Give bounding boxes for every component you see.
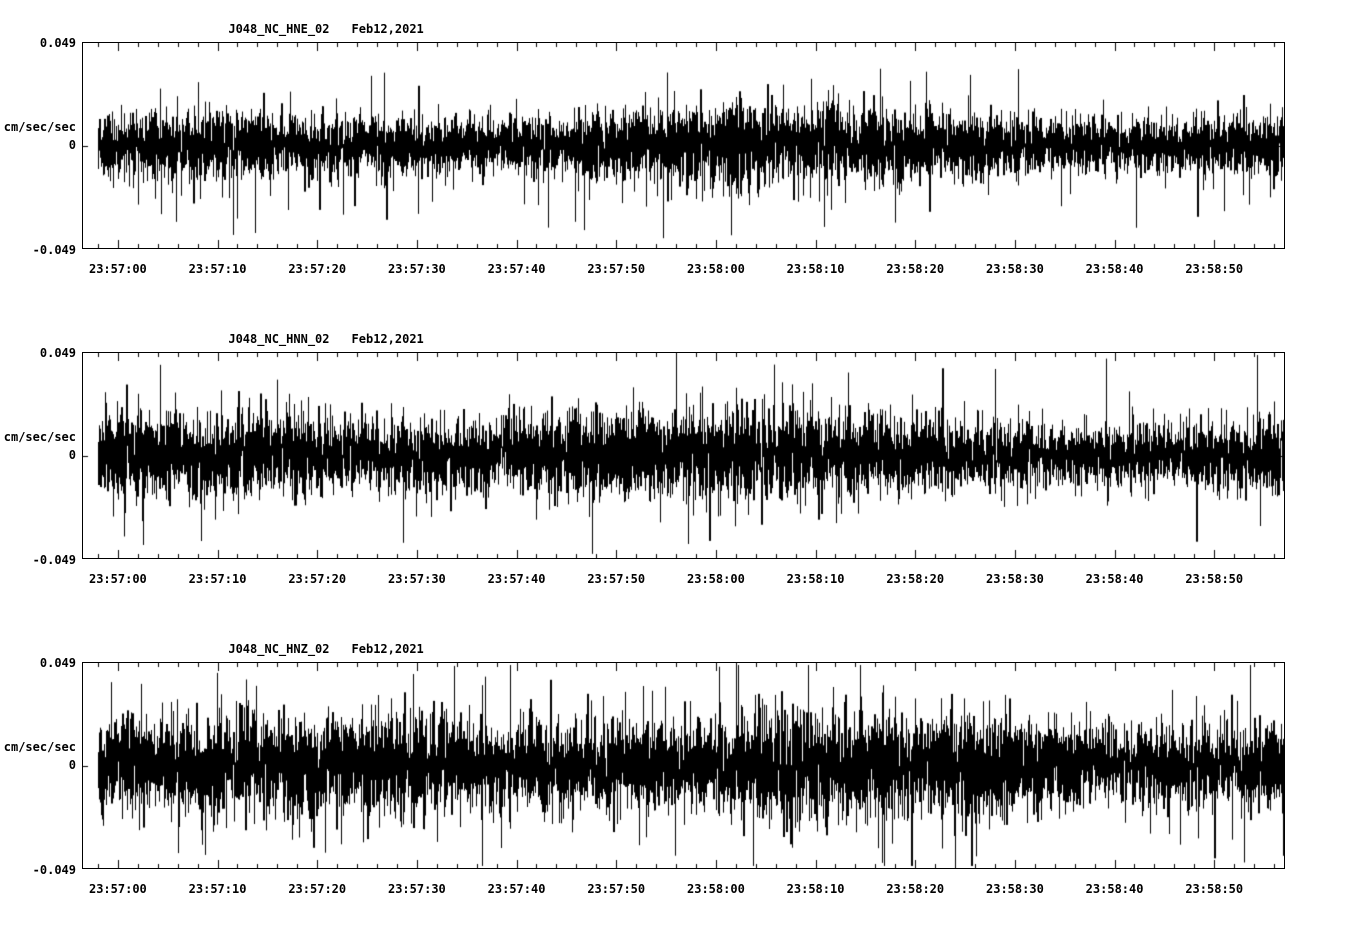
seismogram-panel-hnz: J048_NC_HNZ_02 Feb12,2021 0.049 cm/sec/se…: [0, 628, 1358, 928]
x-tick-label: 23:57:00: [88, 882, 147, 896]
x-tick-label: 23:57:30: [387, 262, 446, 276]
x-tick-label: 23:57:40: [487, 262, 546, 276]
x-tick-label: 23:58:20: [886, 572, 945, 586]
trace-title: J048_NC_HNE_02 Feb12,2021: [185, 8, 424, 50]
x-tick-label: 23:57:20: [288, 262, 347, 276]
x-tick-label: 23:58:00: [686, 572, 745, 586]
x-tick-label: 23:58:10: [786, 572, 845, 586]
x-tick-label: 23:57:30: [387, 572, 446, 586]
x-axis-labels: 23:57:00 23:57:10 23:57:20 23:57:30 23:57:40…: [82, 572, 1285, 588]
x-tick-label: 23:57:00: [88, 572, 147, 586]
x-tick-label: 23:58:00: [686, 262, 745, 276]
x-tick-label: 23:57:40: [487, 882, 546, 896]
plot-area: [82, 662, 1285, 869]
x-tick-label: 23:57:30: [387, 882, 446, 896]
y-tick-max: 0.049: [39, 346, 76, 360]
x-axis-labels: 23:57:00 23:57:10 23:57:20 23:57:30 23:57:40…: [82, 882, 1285, 898]
y-axis-units-label: cm/sec/sec: [3, 740, 76, 754]
date-label: Feb12,2021: [351, 332, 424, 346]
waveform-canvas: [83, 353, 1284, 558]
x-tick-label: 23:58:10: [786, 262, 845, 276]
x-tick-label: 23:58:50: [1185, 262, 1244, 276]
x-tick-label: 23:58:10: [786, 882, 845, 896]
y-axis-units-label: cm/sec/sec: [3, 120, 76, 134]
x-tick-label: 23:58:20: [886, 882, 945, 896]
y-tick-zero: 0: [68, 448, 76, 462]
waveform-canvas: [83, 663, 1284, 868]
x-tick-label: 23:58:40: [1085, 882, 1144, 896]
x-tick-label: 23:57:20: [288, 882, 347, 896]
x-tick-label: 23:58:40: [1085, 262, 1144, 276]
waveform-canvas: [83, 43, 1284, 248]
x-tick-label: 23:58:50: [1185, 882, 1244, 896]
date-label: Feb12,2021: [351, 22, 424, 36]
seismogram-panel-hne: J048_NC_HNE_02 Feb12,2021 0.049 cm/sec/se…: [0, 8, 1358, 308]
date-label: Feb12,2021: [351, 642, 424, 656]
x-tick-label: 23:58:20: [886, 262, 945, 276]
x-tick-label: 23:58:30: [985, 262, 1044, 276]
x-tick-label: 23:58:00: [686, 882, 745, 896]
y-tick-min: -0.049: [32, 243, 76, 257]
y-tick-max: 0.049: [39, 656, 76, 670]
x-tick-label: 23:58:50: [1185, 572, 1244, 586]
x-tick-label: 23:58:30: [985, 882, 1044, 896]
y-tick-min: -0.049: [32, 553, 76, 567]
y-tick-zero: 0: [68, 138, 76, 152]
x-tick-label: 23:58:30: [985, 572, 1044, 586]
x-tick-label: 23:57:00: [88, 262, 147, 276]
x-tick-label: 23:57:10: [188, 262, 247, 276]
x-tick-label: 23:57:50: [587, 572, 646, 586]
x-tick-label: 23:57:10: [188, 882, 247, 896]
station-channel-label: J048_NC_HNE_02: [228, 22, 330, 36]
plot-area: [82, 42, 1285, 249]
station-channel-label: J048_NC_HNZ_02: [228, 642, 330, 656]
x-tick-label: 23:57:40: [487, 572, 546, 586]
station-channel-label: J048_NC_HNN_02: [228, 332, 330, 346]
x-tick-label: 23:57:50: [587, 882, 646, 896]
seismogram-panel-hnn: J048_NC_HNN_02 Feb12,2021 0.049 cm/sec/se…: [0, 318, 1358, 618]
x-axis-labels: 23:57:00 23:57:10 23:57:20 23:57:30 23:57:40…: [82, 262, 1285, 278]
x-tick-label: 23:57:10: [188, 572, 247, 586]
plot-area: [82, 352, 1285, 559]
y-axis-units-label: cm/sec/sec: [3, 430, 76, 444]
trace-title: J048_NC_HNZ_02 Feb12,2021: [185, 628, 424, 670]
x-tick-label: 23:58:40: [1085, 572, 1144, 586]
y-tick-zero: 0: [68, 758, 76, 772]
x-tick-label: 23:57:50: [587, 262, 646, 276]
trace-title: J048_NC_HNN_02 Feb12,2021: [185, 318, 424, 360]
x-tick-label: 23:57:20: [288, 572, 347, 586]
y-tick-min: -0.049: [32, 863, 76, 877]
y-tick-max: 0.049: [39, 36, 76, 50]
